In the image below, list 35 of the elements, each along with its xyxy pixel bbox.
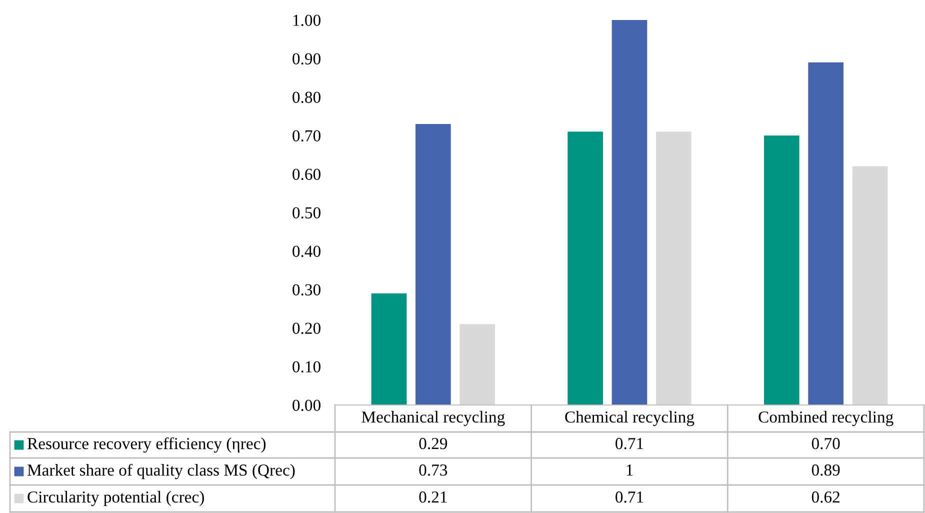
y-tick-label: 0.20 [292, 322, 320, 334]
bar [568, 132, 603, 405]
bar [764, 136, 800, 405]
x-tick-label: Chemical recycling [565, 410, 694, 426]
legend-label: Circularity potential (crec) [28, 490, 204, 506]
y-tick-label: 0.00 [292, 400, 320, 412]
bar [656, 132, 692, 405]
bar [371, 293, 407, 405]
y-tick-label: 0.90 [292, 53, 320, 65]
data-label: 0.21 [419, 491, 447, 503]
legend-label: Market share of quality class MS (Qrec) [27, 464, 295, 480]
y-tick-label: 0.50 [292, 207, 320, 219]
data-label: 0.89 [812, 464, 840, 476]
y-tick-label: 0.10 [292, 361, 320, 373]
x-tick-label: Mechanical recycling [362, 410, 505, 426]
data-label: 0.71 [616, 438, 644, 450]
y-tick-label: 0.30 [292, 284, 320, 296]
y-tick-label: 0.60 [292, 168, 320, 180]
x-tick-label: Combined recycling [758, 410, 894, 426]
y-tick-label: 0.80 [292, 92, 320, 104]
bar [808, 62, 844, 405]
y-tick-label: 0.40 [292, 246, 320, 258]
bar [460, 324, 496, 405]
data-label: 0.29 [419, 438, 448, 450]
bar [612, 20, 648, 405]
legend-label: Resource recovery efficiency (ηrec) [27, 437, 266, 453]
y-tick-label: 1.00 [293, 14, 320, 26]
data-label: 1 [626, 464, 633, 476]
data-label: 0.62 [812, 491, 840, 503]
y-tick-label: 0.70 [292, 130, 320, 142]
bar [852, 166, 888, 405]
bar [415, 124, 451, 405]
data-label: 0.71 [616, 491, 644, 503]
data-label: 0.70 [812, 438, 840, 450]
data-label: 0.73 [419, 464, 448, 476]
